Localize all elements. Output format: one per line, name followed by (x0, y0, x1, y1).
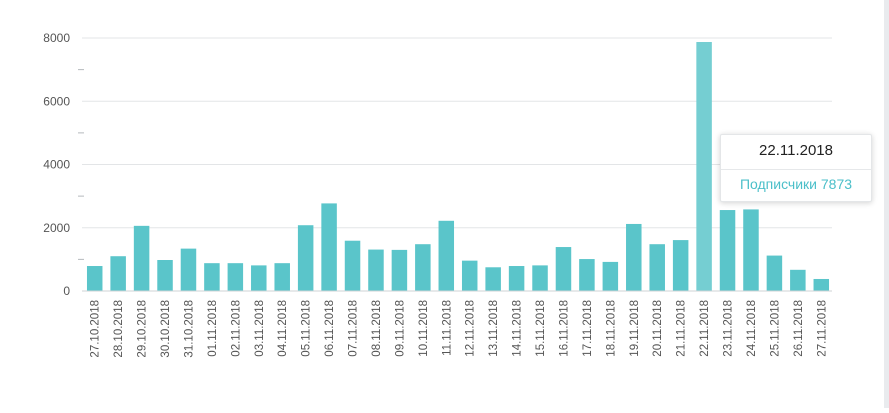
y-tick-label: 0 (63, 284, 70, 298)
bar (579, 259, 595, 291)
x-tick-label: 28.10.2018 (113, 300, 125, 358)
y-tick-label: 2000 (43, 221, 70, 235)
bar (368, 249, 384, 291)
x-tick-label: 13.11.2018 (488, 300, 500, 357)
x-tick-label: 01.11.2018 (207, 300, 219, 357)
x-tick-label: 19.11.2018 (629, 300, 641, 357)
bar (415, 244, 431, 291)
bar (672, 240, 689, 291)
bar (344, 240, 361, 291)
x-tick-label: 25.11.2018 (769, 300, 781, 357)
x-tick-label: 08.11.2018 (371, 300, 383, 357)
bar (180, 248, 197, 291)
bar (274, 263, 290, 291)
bar (766, 255, 783, 291)
bar (461, 260, 478, 291)
bar (86, 266, 103, 291)
bar (297, 225, 314, 291)
bar (204, 263, 220, 291)
bar (485, 267, 501, 291)
bar (251, 265, 267, 291)
x-tick-label: 30.10.2018 (160, 300, 172, 358)
x-tick-label: 31.10.2018 (183, 300, 195, 358)
x-tick-label: 23.11.2018 (723, 300, 735, 357)
x-tick-label: 17.11.2018 (582, 300, 594, 357)
bar (790, 269, 806, 291)
bar (110, 256, 126, 291)
bar (602, 261, 619, 291)
y-tick-label: 6000 (43, 94, 70, 108)
bar (813, 278, 830, 291)
x-tick-label: 04.11.2018 (277, 300, 289, 357)
chart-tooltip: 22.11.2018 Подписчики 7873 (720, 134, 872, 202)
bar (157, 260, 173, 291)
x-tick-label: 27.11.2018 (816, 300, 828, 357)
x-tick-label: 18.11.2018 (605, 300, 617, 357)
x-tick-label: 05.11.2018 (301, 300, 313, 357)
x-tick-label: 20.11.2018 (652, 300, 664, 357)
x-tick-label: 06.11.2018 (324, 300, 336, 357)
x-tick-label: 16.11.2018 (558, 300, 570, 357)
bar (555, 247, 572, 291)
bar (719, 210, 736, 291)
x-tick-label: 07.11.2018 (348, 300, 360, 357)
bar (133, 225, 150, 291)
tooltip-divider (721, 169, 871, 170)
bar (626, 223, 642, 291)
x-tick-label: 27.10.2018 (90, 300, 102, 358)
x-tick-label: 03.11.2018 (254, 300, 266, 357)
x-tick-label: 29.10.2018 (137, 300, 149, 358)
x-tick-label: 21.11.2018 (676, 300, 688, 357)
bar (227, 263, 244, 291)
bar (438, 220, 455, 291)
bar (649, 244, 665, 291)
bar (696, 42, 712, 292)
bar (391, 249, 408, 291)
bar (532, 265, 548, 291)
y-tick-label: 8000 (43, 31, 70, 45)
x-tick-label: 24.11.2018 (746, 300, 758, 357)
x-tick-label: 12.11.2018 (465, 300, 477, 357)
x-tick-label: 14.11.2018 (512, 300, 524, 357)
bar (321, 203, 337, 291)
scroll-edge (884, 0, 889, 408)
tooltip-value: Подписчики 7873 (739, 176, 853, 192)
x-tick-label: 10.11.2018 (418, 300, 430, 357)
y-tick-label: 4000 (43, 158, 70, 172)
x-tick-label: 11.11.2018 (441, 300, 453, 356)
bar (743, 209, 759, 291)
x-tick-label: 09.11.2018 (394, 300, 406, 357)
x-tick-label: 22.11.2018 (699, 300, 711, 357)
x-tick-label: 02.11.2018 (230, 300, 242, 357)
x-tick-label: 26.11.2018 (793, 300, 805, 357)
tooltip-date: 22.11.2018 (759, 142, 833, 159)
bar (508, 266, 525, 291)
x-tick-label: 15.11.2018 (535, 300, 547, 357)
